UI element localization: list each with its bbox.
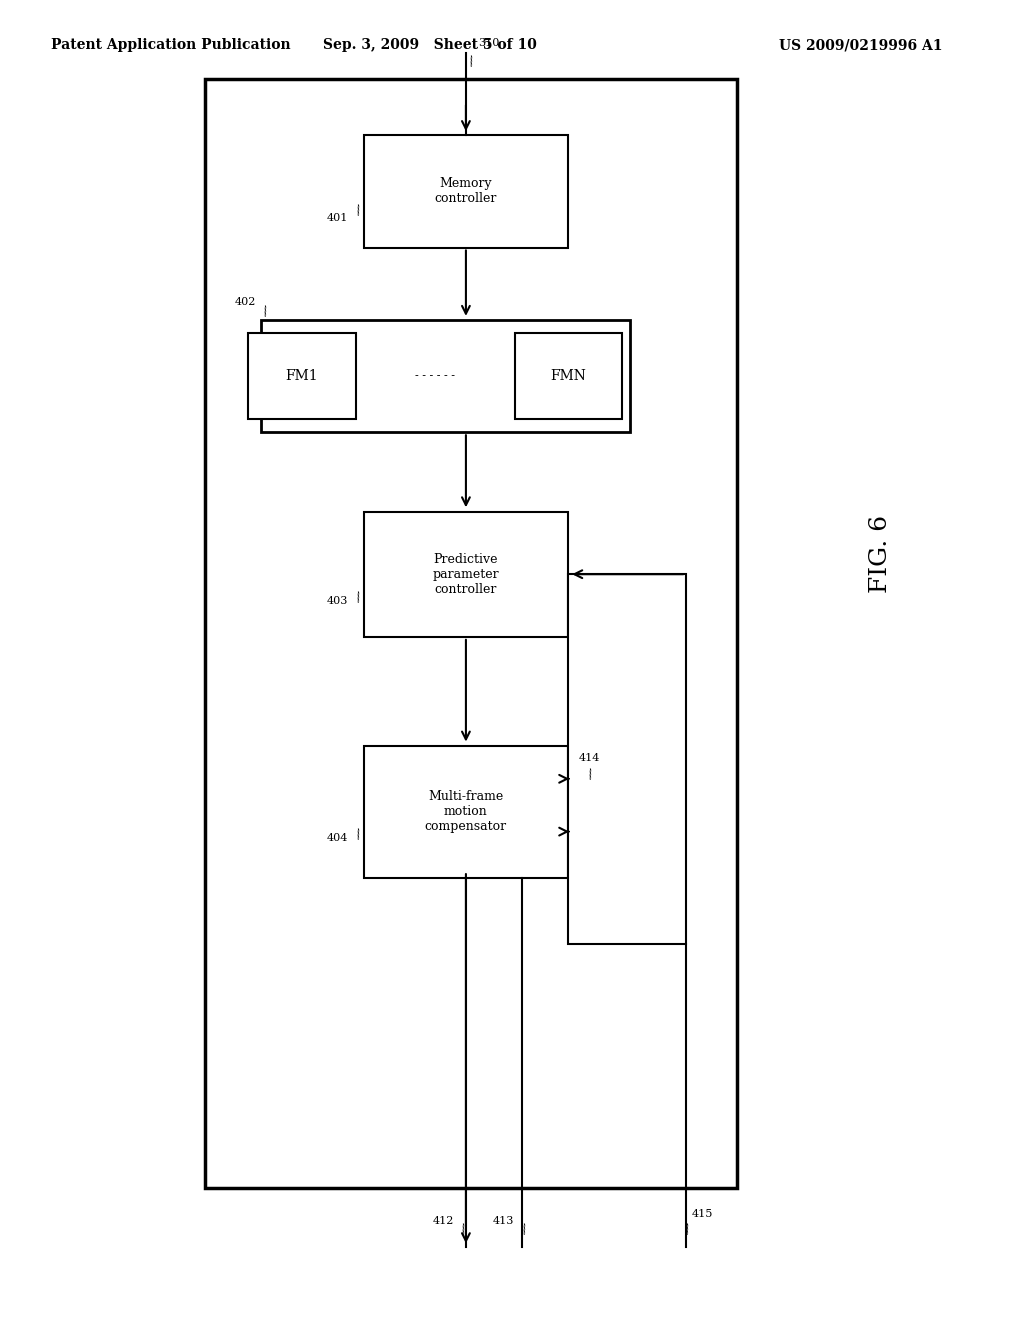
Text: 414: 414 xyxy=(579,752,600,763)
Text: /: / xyxy=(262,305,270,319)
Text: /: / xyxy=(684,1224,692,1237)
Bar xyxy=(261,321,630,433)
Bar xyxy=(568,574,686,944)
Text: FMN: FMN xyxy=(550,370,587,383)
Text: 402: 402 xyxy=(234,297,256,308)
Text: US 2009/0219996 A1: US 2009/0219996 A1 xyxy=(778,38,942,53)
Bar xyxy=(364,512,568,638)
Text: 412: 412 xyxy=(432,1216,454,1226)
Text: Sep. 3, 2009   Sheet 5 of 10: Sep. 3, 2009 Sheet 5 of 10 xyxy=(324,38,537,53)
Text: 401: 401 xyxy=(327,213,348,223)
Text: /: / xyxy=(354,829,362,842)
Text: /: / xyxy=(468,55,476,69)
Text: Memory
controller: Memory controller xyxy=(435,177,497,206)
Text: /: / xyxy=(521,1224,529,1237)
Text: /: / xyxy=(354,591,362,605)
Bar xyxy=(515,333,623,420)
Bar xyxy=(364,746,568,878)
Text: - - - - - -: - - - - - - xyxy=(415,371,456,381)
Text: 310: 310 xyxy=(478,37,500,48)
Text: /: / xyxy=(460,1224,468,1237)
Text: 403: 403 xyxy=(327,595,348,606)
Text: Multi-frame
motion
compensator: Multi-frame motion compensator xyxy=(425,791,507,833)
Bar xyxy=(205,79,737,1188)
Bar xyxy=(364,135,568,248)
Text: /: / xyxy=(587,768,595,781)
Text: /: / xyxy=(354,205,362,218)
Text: Patent Application Publication: Patent Application Publication xyxy=(51,38,291,53)
Text: Predictive
parameter
controller: Predictive parameter controller xyxy=(432,553,500,595)
Text: FM1: FM1 xyxy=(286,370,318,383)
Text: 404: 404 xyxy=(327,833,348,843)
Text: 415: 415 xyxy=(691,1209,713,1220)
Text: FIG. 6: FIG. 6 xyxy=(869,515,892,594)
Bar xyxy=(248,333,356,420)
Text: 413: 413 xyxy=(493,1216,514,1226)
